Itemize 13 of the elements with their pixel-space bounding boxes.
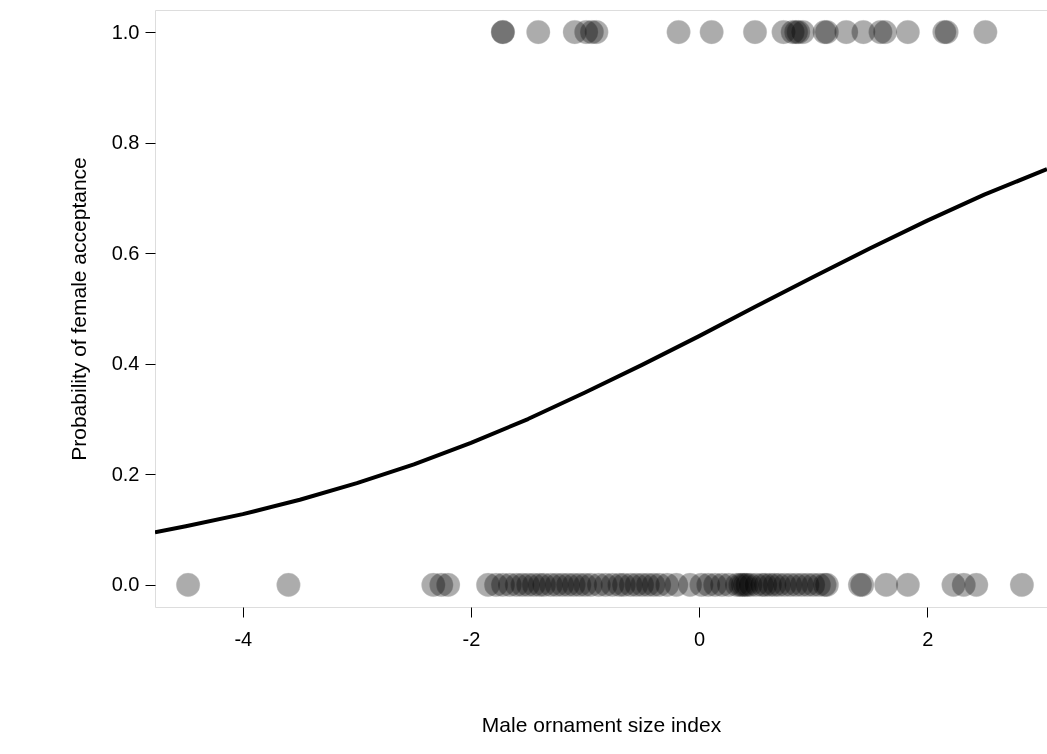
y-tick-label: 0.6 [111,241,140,264]
x-tick-label: 0 [694,627,706,650]
x-tick-label: -2 [462,627,481,650]
y-tick-label: 0.2 [111,462,140,485]
y-tick-label: 0.0 [111,573,140,596]
y-axis-title: Probability of female acceptance [66,157,90,461]
line-series [155,167,1047,535]
y-tick-label: 0.4 [111,352,140,375]
y-tick-label: 0.8 [111,131,140,154]
y-tick-label: 1.0 [111,20,140,43]
x-axis-title: Male ornament size index [481,712,722,736]
x-tick-label: -4 [234,627,253,650]
x-tick-label: 2 [922,627,934,650]
